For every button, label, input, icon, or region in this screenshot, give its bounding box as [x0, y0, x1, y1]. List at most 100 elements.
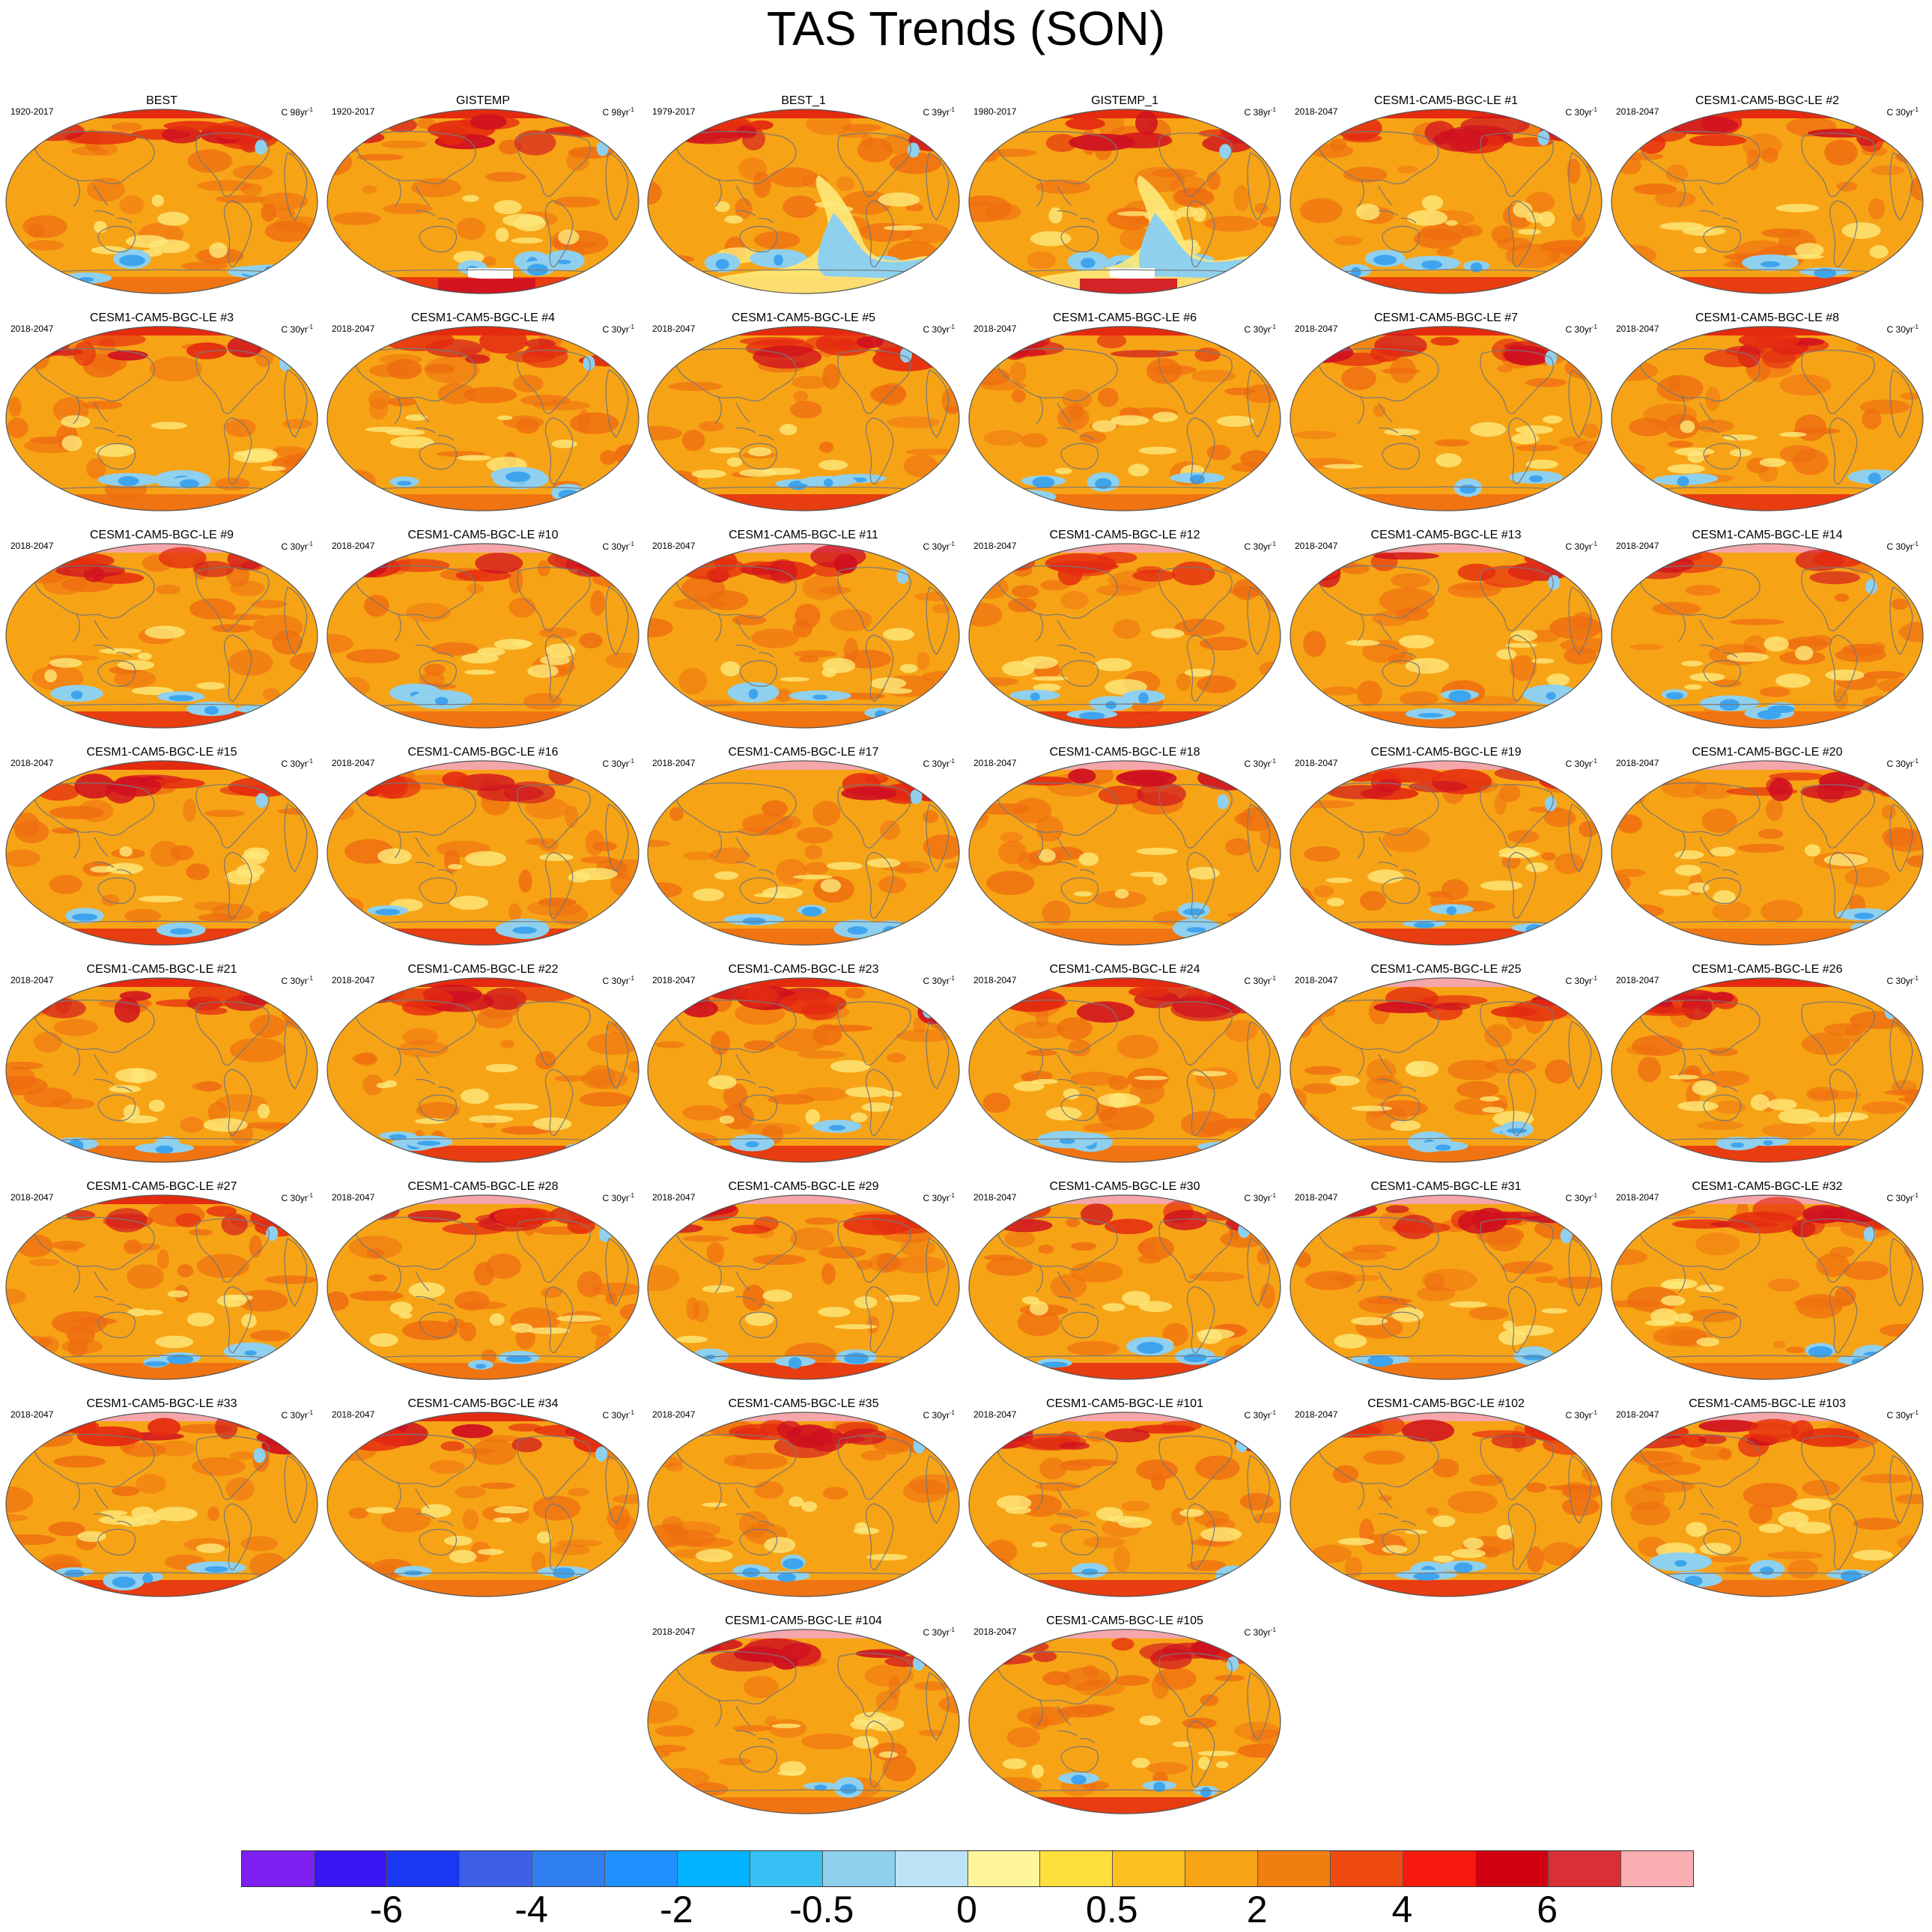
weak-warming-patch — [818, 1307, 851, 1317]
weak-warming-patch — [1405, 1529, 1428, 1534]
map-panel: CESM1-CAM5-BGC-LE #29 2018-2047 C 30yr-1 — [645, 1180, 962, 1382]
warm-patch — [111, 1486, 140, 1496]
high-latitude-warming — [37, 783, 80, 801]
warm-patch — [1507, 830, 1540, 844]
warm-patch — [613, 1494, 639, 1504]
panel-units-exponent: -1 — [307, 1192, 313, 1199]
continent-outline — [33, 130, 155, 185]
continent-outline — [544, 851, 574, 919]
warm-patch — [821, 1263, 836, 1285]
warm-patch — [402, 1320, 458, 1340]
high-latitude-warming — [1681, 994, 1713, 1021]
weak-warming-patch — [869, 677, 907, 690]
warm-patch — [915, 1200, 934, 1227]
weak-warming-patch — [1496, 1525, 1514, 1540]
warm-patch — [1221, 564, 1278, 575]
warm-patch — [352, 1054, 377, 1064]
continent-outline — [675, 920, 932, 926]
strong-cooling-patch — [142, 1573, 154, 1584]
continent-outline — [675, 1137, 932, 1143]
warm-patch — [22, 215, 67, 238]
high-latitude-warming — [1457, 563, 1496, 581]
cooling-patch — [1215, 1565, 1251, 1586]
strong-cooling-patch — [166, 1354, 194, 1364]
weak-warming-patch — [1122, 1290, 1150, 1306]
weak-warming-patch — [464, 669, 496, 675]
warm-patch — [1360, 890, 1386, 911]
weak-warming-patch — [695, 1549, 733, 1563]
warm-patch — [753, 171, 771, 198]
continent-outline — [739, 1746, 777, 1773]
map-panel: CESM1-CAM5-BGC-LE #27 2018-2047 C 30yr-1 — [3, 1180, 321, 1382]
high-latitude-warming — [1698, 1434, 1727, 1445]
warm-patch — [1229, 586, 1267, 597]
warm-patch — [383, 203, 433, 215]
high-latitude-warming — [1738, 332, 1799, 348]
warm-patch — [1480, 1546, 1501, 1558]
weak-warming-patch — [1150, 628, 1185, 639]
warm-patch — [922, 810, 939, 824]
high-latitude-warming — [22, 121, 85, 142]
map-border — [326, 543, 640, 729]
warm-patch — [229, 580, 265, 597]
panel-units: C 30yr-1 — [282, 973, 313, 986]
colorbar-tick-label: 4 — [1391, 1889, 1413, 1931]
panel-units-exponent: -1 — [949, 1626, 955, 1633]
warm-patch — [649, 109, 671, 137]
panel-title: BEST_1 — [781, 94, 826, 107]
warm-patch — [744, 1676, 779, 1698]
warm-patch — [790, 401, 822, 419]
weak-warming-patch — [1351, 1105, 1393, 1111]
continent-outline — [1247, 1021, 1271, 1090]
warm-patch — [327, 896, 364, 916]
panel-units-text: C 30yr — [281, 1193, 308, 1203]
colorbar-cell — [895, 1851, 968, 1886]
continent-outline — [1568, 586, 1592, 655]
weak-warming-patch — [1337, 1537, 1375, 1546]
map-border — [968, 1629, 1281, 1814]
continent-outline — [735, 861, 774, 875]
panel-title: CESM1-CAM5-BGC-LE #9 — [89, 529, 234, 541]
high-latitude-warming — [1809, 571, 1860, 585]
continent-outline — [73, 396, 109, 425]
warm-patch — [264, 1275, 318, 1284]
warm-patch — [1027, 251, 1056, 270]
continent-outline — [394, 396, 430, 425]
warm-patch — [1036, 1006, 1049, 1027]
continent-outline — [544, 1286, 574, 1353]
warm-patch — [346, 648, 401, 663]
strong-cooling-patch — [72, 913, 98, 921]
weak-warming-patch — [826, 862, 863, 870]
colorbar — [241, 1850, 1694, 1887]
warm-patch — [429, 1459, 465, 1474]
continent-outline — [355, 920, 611, 926]
warm-patch — [1494, 793, 1507, 815]
warm-patch — [1304, 846, 1340, 862]
panel-period: 2018-2047 — [1616, 106, 1659, 117]
warm-patch — [737, 827, 785, 836]
warm-patch — [346, 699, 368, 714]
warm-patch — [196, 1254, 249, 1278]
weak-warming-patch — [1436, 453, 1462, 468]
warm-patch — [1695, 1232, 1740, 1256]
high-latitude-warming — [407, 1209, 461, 1223]
weak-warming-patch — [151, 422, 187, 430]
strong-cooling-patch — [789, 1357, 802, 1369]
continent-outline — [517, 1001, 591, 1066]
continent-outline — [195, 1001, 270, 1066]
warm-patch — [50, 1098, 95, 1110]
continent-outline — [1158, 1436, 1233, 1500]
panel-units-text: C 30yr — [1565, 976, 1592, 986]
warm-patch — [1137, 1242, 1155, 1255]
continent-outline — [865, 634, 894, 702]
panel-units-text: C 30yr — [281, 976, 308, 986]
warm-patch — [1067, 1340, 1120, 1356]
cooling-patch — [1000, 490, 1057, 504]
high-latitude-warming — [1798, 1428, 1859, 1448]
warm-patch — [1743, 1483, 1798, 1508]
strong-cooling-patch — [745, 1141, 759, 1148]
weak-warming-patch — [1517, 228, 1542, 235]
map-panel: BEST_1 1979-2017 C 39yr-1 — [645, 94, 962, 297]
warm-patch — [1012, 798, 1052, 824]
weak-warming-patch — [127, 1308, 148, 1316]
